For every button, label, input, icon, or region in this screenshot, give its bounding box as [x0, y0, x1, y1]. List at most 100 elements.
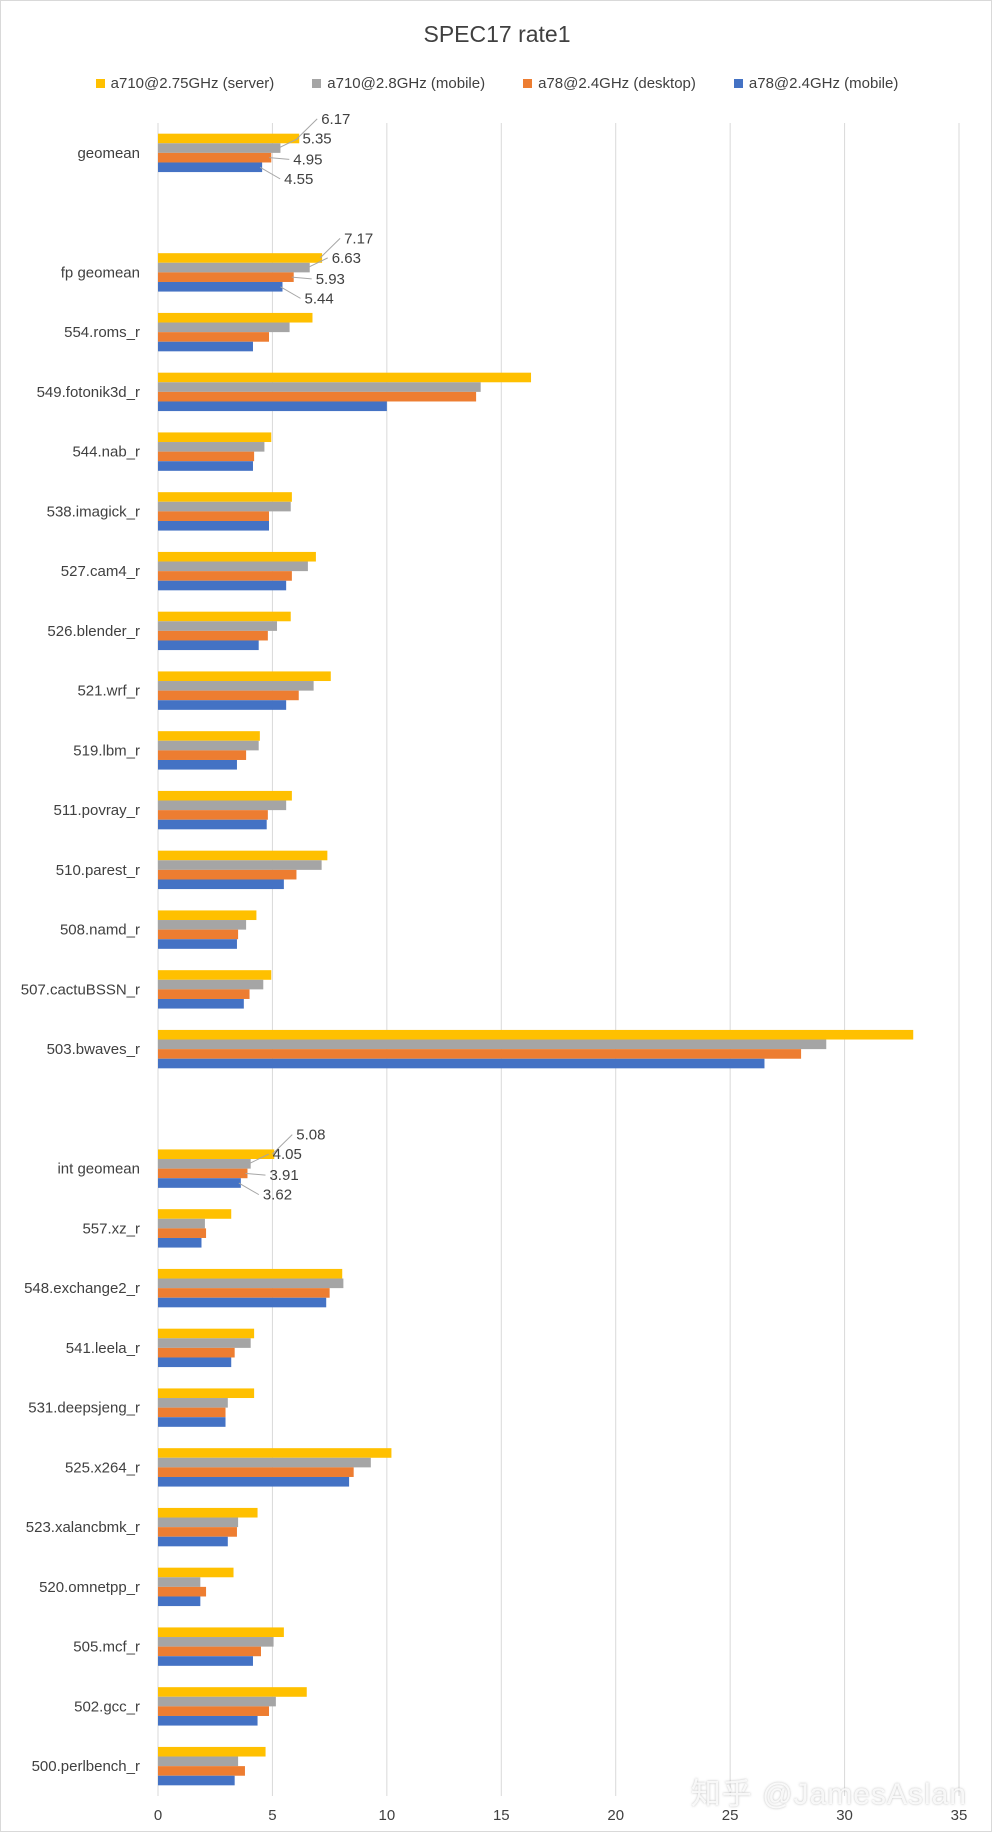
bar-519-lbm-r-series-4 [158, 759, 237, 770]
bar-541-leela-r-series-1 [158, 1328, 255, 1339]
category-label-526-blender-r: 526.blender_r [47, 623, 140, 640]
data-label-fp-geomean-3: 5.93 [316, 271, 345, 288]
bar-538-imagick-r-series-4 [158, 520, 269, 531]
legend-label-a78-mobile: a78@2.4GHz (mobile) [748, 74, 899, 92]
bar-fp-geomean-series-3 [158, 272, 294, 282]
bar-549-fotonik3d-r-series-2 [158, 382, 481, 392]
category-label-554-roms-r: 554.roms_r [64, 324, 140, 341]
bar-531-deepsjeng-r-series-4 [158, 1417, 226, 1427]
x-tick-label-30: 30 [836, 1807, 853, 1824]
legend-label-a78-desktop: a78@2.4GHz (desktop) [538, 74, 696, 92]
bar-507-cactubssn-r-series-3 [158, 989, 250, 999]
data-label-fp-geomean-2: 6.63 [332, 250, 361, 267]
bar-508-namd-r-series-4 [158, 939, 237, 949]
bar-531-deepsjeng-r-series-1 [158, 1388, 255, 1399]
bar-519-lbm-r-series-2 [158, 740, 259, 751]
x-tick-label-0: 0 [154, 1807, 162, 1824]
data-label-int-geomean-1: 5.08 [296, 1127, 325, 1144]
bar-int-geomean-series-1 [158, 1149, 275, 1160]
category-label-549-fotonik3d-r: 549.fotonik3d_r [37, 384, 140, 401]
x-tick-label-25: 25 [722, 1807, 739, 1824]
category-label-525-x264-r: 525.x264_r [65, 1459, 140, 1476]
bar-503-bwaves-r-series-3 [158, 1049, 802, 1059]
bar-fp-geomean-series-1 [158, 253, 323, 263]
bar-554-roms-r-series-3 [158, 332, 269, 342]
category-label-fp-geomean: fp geomean [61, 264, 140, 281]
bar-510-parest-r-series-3 [158, 869, 297, 880]
bar-500-perlbench-r-series-2 [158, 1756, 239, 1767]
bar-505-mcf-r-series-2 [158, 1637, 274, 1647]
bar-544-nab-r-series-4 [158, 461, 253, 471]
data-label-leader-fp-geomean-2 [307, 257, 328, 269]
bar-526-blender-r-series-3 [158, 630, 268, 641]
bar-523-xalancbmk-r-series-3 [158, 1527, 237, 1537]
data-label-leader-fp-geomean-3 [291, 276, 312, 280]
bar-538-imagick-r-series-2 [158, 501, 291, 512]
bar-523-xalancbmk-r-series-1 [158, 1507, 258, 1518]
legend-swatch-a78-desktop [523, 78, 533, 88]
bar-544-nab-r-series-3 [158, 451, 255, 462]
bar-int-geomean-series-3 [158, 1168, 248, 1179]
legend-item-a78-desktop[interactable]: a78@2.4GHz (desktop) [523, 72, 696, 94]
bar-554-roms-r-series-4 [158, 341, 253, 352]
bar-521-wrf-r-series-2 [158, 681, 314, 691]
bar-523-xalancbmk-r-series-4 [158, 1536, 228, 1547]
bar-521-wrf-r-series-1 [158, 671, 331, 682]
legend-label-a710-mobile: a710@2.8GHz (mobile) [327, 74, 486, 92]
bar-geomean-series-4 [158, 162, 263, 173]
bar-521-wrf-r-series-4 [158, 700, 287, 710]
category-label-500-perlbench-r: 500.perlbench_r [32, 1758, 140, 1775]
category-label-557-xz-r: 557.xz_r [82, 1220, 140, 1237]
data-label-leader-int-geomean-3 [245, 1172, 266, 1176]
bar-500-perlbench-r-series-1 [158, 1746, 266, 1757]
legend-item-a710-mobile[interactable]: a710@2.8GHz (mobile) [312, 72, 485, 94]
bar-508-namd-r-series-3 [158, 929, 239, 940]
bar-554-roms-r-series-1 [158, 312, 313, 323]
data-label-leader-geomean-2 [278, 137, 299, 149]
data-label-int-geomean-3: 3.91 [269, 1167, 298, 1184]
bar-557-xz-r-series-2 [158, 1218, 205, 1229]
bar-503-bwaves-r-series-4 [158, 1058, 765, 1069]
bar-531-deepsjeng-r-series-3 [158, 1407, 226, 1418]
bar-geomean-series-1 [158, 133, 300, 144]
category-label-510-parest-r: 510.parest_r [56, 862, 140, 879]
bar-527-cam4-r-series-4 [158, 580, 287, 591]
category-label-548-exchange2-r: 548.exchange2_r [24, 1280, 140, 1297]
category-label-503-bwaves-r: 503.bwaves_r [47, 1041, 140, 1058]
bar-548-exchange2-r-series-4 [158, 1297, 327, 1308]
bar-520-omnetpp-r-series-3 [158, 1586, 207, 1597]
bar-fp-geomean-series-2 [158, 262, 310, 273]
bar-526-blender-r-series-2 [158, 621, 278, 631]
bar-541-leela-r-series-4 [158, 1357, 232, 1368]
watermark: 知乎 @JamesAslan [690, 1778, 967, 1811]
category-label-527-cam4-r: 527.cam4_r [61, 563, 140, 580]
bar-502-gcc-r-series-2 [158, 1696, 276, 1707]
bar-525-x264-r-series-1 [158, 1448, 392, 1458]
bar-554-roms-r-series-2 [158, 322, 290, 333]
data-label-leader-fp-geomean-1 [319, 238, 341, 259]
legend-item-a78-mobile[interactable]: a78@2.4GHz (mobile) [733, 72, 899, 94]
bar-557-xz-r-series-3 [158, 1228, 207, 1238]
category-label-508-namd-r: 508.namd_r [60, 922, 140, 939]
bar-521-wrf-r-series-3 [158, 690, 299, 701]
bar-519-lbm-r-series-3 [158, 750, 247, 760]
bar-507-cactubssn-r-series-2 [158, 979, 264, 990]
chart-title: SPEC17 rate1 [423, 21, 571, 47]
bar-520-omnetpp-r-series-2 [158, 1577, 201, 1587]
bar-geomean-series-2 [158, 143, 281, 153]
bar-525-x264-r-series-4 [158, 1476, 350, 1487]
bar-549-fotonik3d-r-series-1 [158, 372, 532, 383]
bar-538-imagick-r-series-3 [158, 511, 269, 521]
category-label-531-deepsjeng-r: 531.deepsjeng_r [28, 1400, 140, 1417]
bar-507-cactubssn-r-series-4 [158, 998, 244, 1009]
bar-505-mcf-r-series-4 [158, 1656, 253, 1666]
bar-500-perlbench-r-series-3 [158, 1766, 245, 1776]
data-label-geomean-4: 4.55 [284, 171, 313, 188]
bar-510-parest-r-series-1 [158, 850, 328, 861]
legend-swatch-a710-mobile [312, 78, 322, 88]
legend-item-a710-server[interactable]: a710@2.75GHz (server) [95, 72, 274, 94]
bar-int-geomean-series-2 [158, 1159, 251, 1169]
data-label-fp-geomean-4: 5.44 [304, 290, 333, 307]
bar-510-parest-r-series-4 [158, 879, 284, 890]
